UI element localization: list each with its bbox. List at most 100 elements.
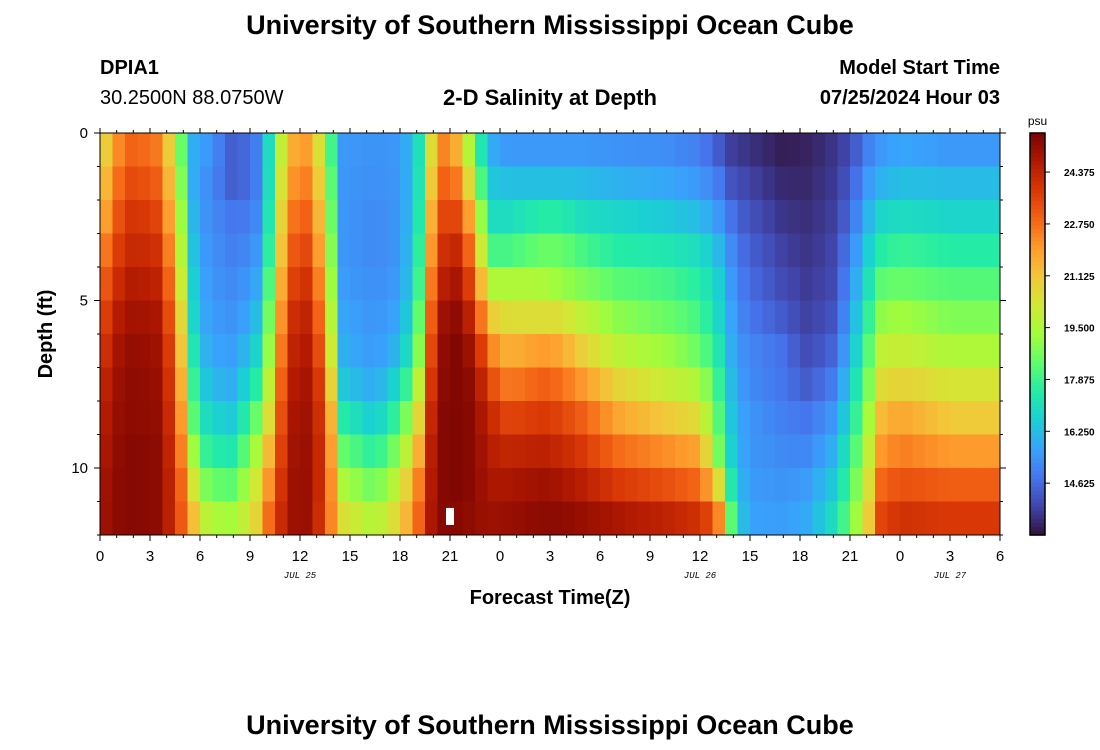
heatmap-cell bbox=[887, 367, 901, 402]
heatmap-cell bbox=[500, 334, 513, 368]
heatmap-cell bbox=[425, 166, 438, 201]
heatmap-cell bbox=[425, 200, 438, 234]
heatmap-cell bbox=[725, 468, 738, 502]
heatmap-cell bbox=[562, 233, 576, 268]
heatmap-cell bbox=[587, 334, 601, 368]
heatmap-cell bbox=[262, 200, 276, 234]
y-axis-title: Depth (ft) bbox=[35, 290, 57, 379]
heatmap-cell bbox=[600, 166, 613, 201]
heatmap-cell bbox=[487, 334, 501, 368]
heatmap-cell bbox=[412, 133, 426, 167]
heatmap-cell bbox=[825, 300, 838, 335]
heatmap-cell bbox=[825, 334, 838, 368]
heatmap-cell bbox=[450, 367, 463, 402]
heatmap-cell bbox=[950, 133, 963, 167]
heatmap-cell bbox=[850, 200, 863, 234]
heatmap-cell bbox=[700, 200, 713, 234]
colorbar-segment bbox=[1030, 169, 1045, 174]
heatmap-cell bbox=[337, 200, 351, 234]
heatmap-cell bbox=[250, 501, 263, 536]
heatmap-cell bbox=[650, 367, 663, 402]
heatmap-cell bbox=[125, 401, 138, 435]
heatmap-cell bbox=[787, 367, 801, 402]
colorbar-segment bbox=[1030, 522, 1045, 528]
heatmap-cell bbox=[725, 401, 738, 435]
heatmap-cell bbox=[262, 233, 276, 268]
heatmap-cell bbox=[850, 233, 863, 268]
x-tick-label: 15 bbox=[342, 548, 359, 565]
heatmap-cell bbox=[687, 233, 701, 268]
heatmap-cell bbox=[175, 334, 188, 368]
heatmap-cell bbox=[975, 267, 988, 301]
colorbar-segment bbox=[1030, 462, 1045, 468]
heatmap-cell bbox=[550, 300, 563, 335]
heatmap-cell bbox=[962, 300, 976, 335]
heatmap-cell bbox=[462, 133, 476, 167]
heatmap-cell bbox=[875, 468, 888, 502]
heatmap-cell bbox=[750, 367, 763, 402]
heatmap-cell bbox=[275, 267, 288, 301]
heatmap-cell bbox=[500, 233, 513, 268]
heatmap-cell bbox=[637, 200, 651, 234]
heatmap-cell bbox=[637, 166, 651, 201]
heatmap-cell bbox=[825, 468, 838, 502]
colorbar-segment bbox=[1030, 518, 1045, 524]
colorbar-segment bbox=[1030, 402, 1045, 407]
heatmap-cell bbox=[950, 367, 963, 402]
heatmap-cell bbox=[837, 133, 851, 167]
heatmap-cell bbox=[500, 501, 513, 536]
heatmap-cell bbox=[687, 200, 701, 234]
heatmap-cell bbox=[100, 200, 113, 234]
colorbar-segment bbox=[1030, 450, 1045, 456]
heatmap-cell bbox=[737, 267, 751, 301]
heatmap-cell bbox=[462, 166, 476, 201]
heatmap-cell bbox=[487, 501, 501, 536]
heatmap-cell bbox=[375, 233, 388, 268]
heatmap-cell bbox=[500, 401, 513, 435]
heatmap-cell bbox=[112, 166, 126, 201]
heatmap-cell bbox=[487, 233, 501, 268]
heatmap-cell bbox=[112, 233, 126, 268]
heatmap-cell bbox=[412, 300, 426, 335]
heatmap-cell bbox=[662, 334, 676, 368]
heatmap-cell bbox=[900, 133, 913, 167]
heatmap-cell bbox=[937, 367, 951, 402]
heatmap-cell bbox=[300, 501, 313, 536]
heatmap-cell bbox=[350, 501, 363, 536]
heatmap-cell bbox=[575, 133, 588, 167]
heatmap-cell bbox=[625, 133, 638, 167]
heatmap-cell bbox=[775, 133, 788, 167]
heatmap-cell bbox=[362, 334, 376, 368]
heatmap-cell bbox=[787, 401, 801, 435]
colorbar-segment bbox=[1030, 305, 1045, 311]
heatmap-cell bbox=[250, 334, 263, 368]
heatmap-cell bbox=[912, 233, 926, 268]
x-tick-label: 18 bbox=[792, 548, 809, 565]
heatmap-cell bbox=[262, 133, 276, 167]
heatmap-cell bbox=[500, 434, 513, 469]
colorbar-segment bbox=[1030, 161, 1045, 166]
heatmap-cell bbox=[762, 133, 776, 167]
heatmap-cell bbox=[837, 501, 851, 536]
heatmap-cell bbox=[762, 401, 776, 435]
heatmap-cell bbox=[150, 166, 163, 201]
heatmap-cell bbox=[462, 200, 476, 234]
heatmap-cell bbox=[850, 468, 863, 502]
colorbar-segment bbox=[1030, 510, 1045, 516]
heatmap-cell bbox=[375, 334, 388, 368]
heatmap-cell bbox=[550, 166, 563, 201]
heatmap-cell bbox=[512, 334, 526, 368]
heatmap-cell bbox=[462, 468, 476, 502]
heatmap-cell bbox=[500, 166, 513, 201]
heatmap-cell bbox=[987, 401, 1001, 435]
heatmap-cell bbox=[450, 468, 463, 502]
heatmap-cell bbox=[362, 434, 376, 469]
colorbar-tick-label: 19.500 bbox=[1064, 324, 1095, 335]
heatmap-cell bbox=[225, 334, 238, 368]
heatmap-cell bbox=[162, 200, 176, 234]
heatmap-cell bbox=[437, 367, 451, 402]
heatmap-cell bbox=[862, 367, 876, 402]
heatmap-cell bbox=[387, 434, 401, 469]
heatmap-cell bbox=[675, 200, 688, 234]
heatmap-cell bbox=[162, 300, 176, 335]
